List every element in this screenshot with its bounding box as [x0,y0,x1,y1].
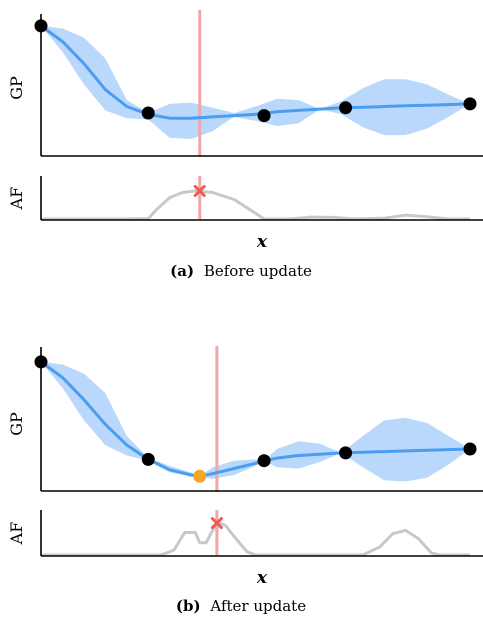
observation-point [463,97,477,111]
observation-point [463,442,477,456]
af-plot-a: AF [7,176,483,221]
observation-points-b [34,355,477,468]
af-ylabel-b: AF [7,522,26,546]
panel-a: GP AF x (a) Before update [7,10,483,280]
gp-confidence-band-a [41,25,470,139]
observation-point [257,454,271,468]
gp-plot-a: GP [7,10,483,157]
caption-label-b: (b) [176,597,201,615]
af-curve-a [41,189,470,221]
gp-mean-line-a [40,24,471,120]
af-ylabel-a: AF [7,187,26,211]
observation-point [141,106,155,120]
new-observation-point [193,469,207,483]
observation-point [339,101,353,115]
gp-ylabel-b: GP [7,412,26,436]
xlabel-a: x [256,232,268,252]
caption-b: (b) After update [176,597,306,615]
xlabel-b: x [256,568,268,588]
gp-mean-line-b [40,360,471,478]
af-max-marker-stroke [210,517,223,530]
gp-ylabel-a: GP [7,76,26,100]
caption-label-a: (a) [170,262,194,280]
panel-b: GP AF x (b) After update [7,346,483,615]
observation-point [141,452,155,466]
af-max-marker-stroke [193,184,206,197]
af-max-marker-b [210,517,223,530]
gp-plot-b: GP [7,346,483,492]
caption-text-b: After update [209,597,306,615]
af-max-marker-a [193,184,206,197]
observation-point [257,109,271,123]
caption-text-a: Before update [204,262,312,280]
af-curve-b [41,521,470,557]
observation-point [339,446,353,460]
caption-a: (a) Before update [170,262,312,280]
af-plot-b: AF [7,510,483,557]
